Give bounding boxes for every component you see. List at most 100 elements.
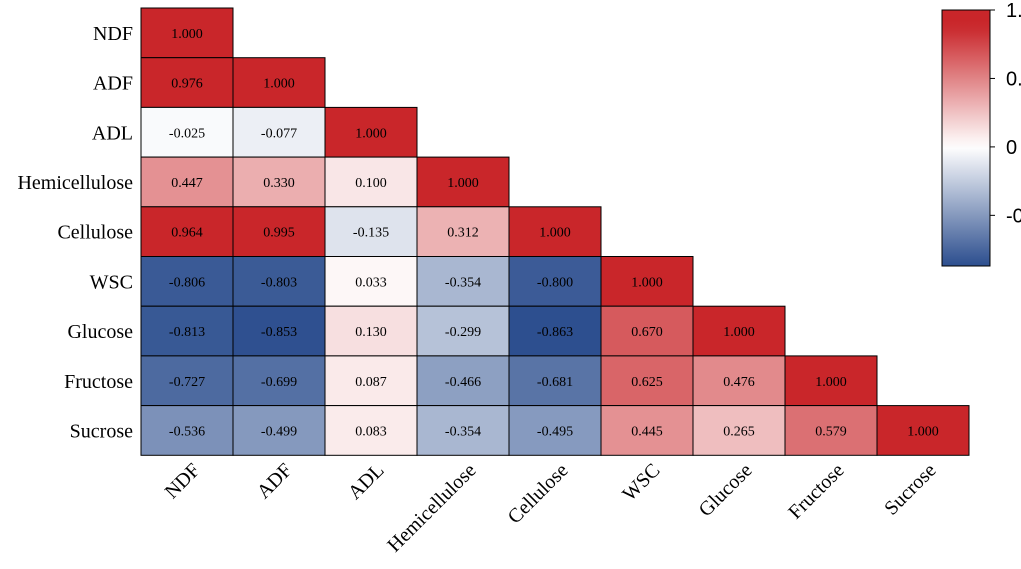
column-label: ADF bbox=[253, 459, 297, 503]
heatmap-cell: -0.135 bbox=[324, 206, 418, 258]
heatmap-cell: 1.000 bbox=[600, 256, 694, 307]
colorbar-tick-label: 0.5 bbox=[1006, 68, 1021, 90]
cell-rect bbox=[232, 305, 326, 357]
cell-value-label: 1.000 bbox=[631, 275, 663, 290]
column-label: NDF bbox=[161, 459, 205, 503]
cell-value-label: -0.499 bbox=[261, 424, 297, 439]
heatmap-cell: 1.000 bbox=[416, 156, 510, 208]
heatmap-cell: 0.100 bbox=[324, 156, 418, 208]
heatmap-cell: 1.000 bbox=[324, 106, 418, 158]
heatmap-cell: -0.806 bbox=[140, 256, 234, 307]
row-label: Hemicellulose bbox=[17, 172, 133, 194]
cell-value-label: 1.000 bbox=[263, 77, 295, 92]
colorbar: 1.0 0.5 0 -0.5 bbox=[941, 0, 1021, 267]
cell-value-label: 1.000 bbox=[447, 176, 479, 191]
row-label: WSC bbox=[90, 271, 133, 293]
heatmap-cell: 1.000 bbox=[692, 305, 786, 357]
heatmap-cell: 1.000 bbox=[784, 355, 878, 407]
cell-rect bbox=[416, 405, 510, 456]
column-label: Fructose bbox=[784, 459, 848, 523]
heatmap-cell: -0.354 bbox=[416, 256, 510, 307]
cell-rect bbox=[600, 405, 694, 456]
heatmap-cell: -0.354 bbox=[416, 405, 510, 456]
cell-value-label: 0.579 bbox=[815, 424, 847, 439]
cell-value-label: -0.299 bbox=[445, 325, 481, 340]
cell-rect bbox=[508, 206, 602, 258]
cell-value-label: 0.312 bbox=[447, 226, 479, 241]
cell-value-label: -0.135 bbox=[353, 226, 389, 241]
cell-value-label: 0.130 bbox=[355, 325, 387, 340]
heatmap-cell: 1.000 bbox=[876, 405, 970, 456]
cell-value-label: -0.354 bbox=[445, 275, 481, 290]
heatmap-cell: 0.447 bbox=[140, 156, 234, 208]
cell-value-label: 1.000 bbox=[539, 226, 571, 241]
heatmap-cell: -0.536 bbox=[140, 405, 234, 456]
cell-value-label: -0.699 bbox=[261, 375, 297, 390]
heatmap-cell: -0.499 bbox=[232, 405, 326, 456]
column-label: Hemicellulose bbox=[383, 459, 480, 556]
cell-value-label: 0.265 bbox=[723, 424, 755, 439]
cell-rect bbox=[416, 156, 510, 208]
row-label: Cellulose bbox=[57, 222, 133, 244]
cell-value-label: 1.000 bbox=[723, 325, 755, 340]
heatmap-cell: 0.625 bbox=[600, 355, 694, 407]
cell-value-label: -0.813 bbox=[169, 325, 205, 340]
heatmap-cell: -0.727 bbox=[140, 355, 234, 407]
cell-rect bbox=[232, 256, 326, 307]
heatmap-cell: -0.025 bbox=[140, 106, 234, 158]
column-label: ADL bbox=[344, 459, 389, 504]
cell-value-label: 0.670 bbox=[631, 325, 663, 340]
cell-rect bbox=[324, 405, 418, 456]
cell-rect bbox=[416, 305, 510, 357]
heatmap-cell: -0.800 bbox=[508, 256, 602, 307]
cell-rect bbox=[692, 405, 786, 456]
heatmap-cell: 0.445 bbox=[600, 405, 694, 456]
cell-rect bbox=[140, 256, 234, 307]
cell-value-label: -0.466 bbox=[445, 375, 481, 390]
heatmap-cell: 0.995 bbox=[232, 206, 326, 258]
heatmap-cell: -0.077 bbox=[232, 106, 326, 158]
cell-value-label: -0.803 bbox=[261, 275, 297, 290]
heatmap-cell: 1.000 bbox=[232, 57, 326, 108]
cell-rect bbox=[232, 156, 326, 208]
heatmap-cell: 0.265 bbox=[692, 405, 786, 456]
cell-rect bbox=[600, 305, 694, 357]
cell-value-label: 0.447 bbox=[171, 176, 203, 191]
heatmap-cell: 0.033 bbox=[324, 256, 418, 307]
cell-rect bbox=[324, 106, 418, 158]
cell-rect bbox=[232, 206, 326, 258]
heatmap-cell: -0.863 bbox=[508, 305, 602, 357]
cell-value-label: -0.853 bbox=[261, 325, 297, 340]
column-label: WSC bbox=[618, 459, 664, 505]
cell-rect bbox=[508, 405, 602, 456]
heatmap-cell: 0.964 bbox=[140, 206, 234, 258]
heatmap-cell: 1.000 bbox=[508, 206, 602, 258]
cell-value-label: -0.354 bbox=[445, 424, 481, 439]
row-label: ADL bbox=[92, 122, 133, 144]
cell-value-label: 0.083 bbox=[355, 424, 387, 439]
cell-value-label: -0.536 bbox=[169, 424, 205, 439]
cell-rect bbox=[140, 405, 234, 456]
cell-value-label: 1.000 bbox=[815, 375, 847, 390]
cell-rect bbox=[416, 206, 510, 258]
cell-rect bbox=[232, 405, 326, 456]
cell-value-label: -0.077 bbox=[261, 126, 297, 141]
heatmap-cell: 0.670 bbox=[600, 305, 694, 357]
heatmap-cell: 0.579 bbox=[784, 405, 878, 456]
cell-value-label: 0.087 bbox=[355, 375, 387, 390]
colorbar-tick-label: 0 bbox=[1006, 137, 1017, 159]
cell-value-label: 0.476 bbox=[723, 375, 755, 390]
colorbar-tick-label: 1.0 bbox=[1006, 0, 1021, 22]
cell-value-label: -0.863 bbox=[537, 325, 573, 340]
heatmap-cell: 0.083 bbox=[324, 405, 418, 456]
cell-value-label: 0.033 bbox=[355, 275, 387, 290]
heatmap-cell: 0.976 bbox=[140, 57, 234, 108]
heatmap-cell: 1.000 bbox=[140, 7, 234, 59]
column-label: Sucrose bbox=[880, 459, 940, 519]
cell-value-label: -0.727 bbox=[169, 375, 205, 390]
cell-value-label: 0.445 bbox=[631, 424, 663, 439]
cell-value-label: 1.000 bbox=[907, 424, 939, 439]
cell-rect bbox=[232, 57, 326, 108]
heatmap-cell: -0.299 bbox=[416, 305, 510, 357]
